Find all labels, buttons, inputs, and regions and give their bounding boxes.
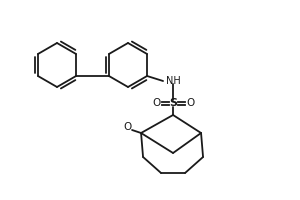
Text: O: O <box>123 122 131 132</box>
Text: NH: NH <box>166 76 181 86</box>
Text: O: O <box>186 98 194 108</box>
Text: O: O <box>152 98 160 108</box>
Text: S: S <box>169 98 177 108</box>
